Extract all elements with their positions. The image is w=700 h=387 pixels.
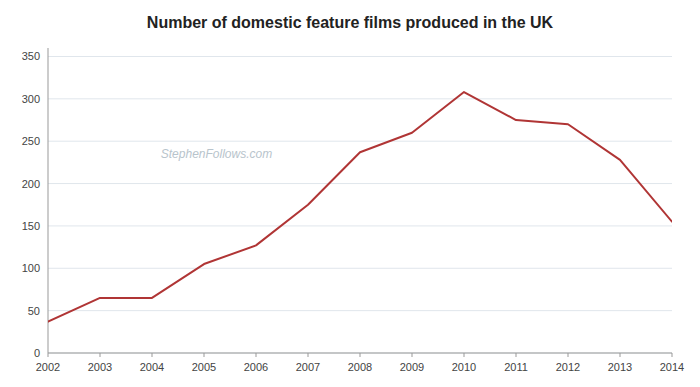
x-tick-label: 2014 — [660, 361, 684, 373]
chart-container: Number of domestic feature films produce… — [0, 0, 700, 387]
x-tick — [100, 353, 101, 357]
x-tick — [568, 353, 569, 357]
x-tick-label: 2008 — [348, 361, 372, 373]
y-tick-label: 100 — [22, 262, 40, 274]
grid-line — [48, 310, 672, 311]
x-tick — [152, 353, 153, 357]
title: Number of domestic feature films produce… — [147, 14, 554, 31]
x-tick-label: 2010 — [452, 361, 476, 373]
grid-line — [48, 56, 672, 57]
x-tick — [464, 353, 465, 357]
y-tick-label: 0 — [34, 347, 40, 359]
x-tick-label: 2004 — [140, 361, 164, 373]
x-tick-label: 2013 — [608, 361, 632, 373]
y-axis-line — [48, 48, 49, 353]
y-grid — [48, 56, 672, 353]
plot-area — [48, 92, 672, 322]
x-tick — [48, 353, 49, 357]
grid-line — [48, 225, 672, 226]
x-tick — [672, 353, 673, 357]
y-tick-label: 150 — [22, 220, 40, 232]
chart-svg: Number of domestic feature films produce… — [0, 0, 700, 387]
x-tick-label: 2002 — [36, 361, 60, 373]
x-tick-label: 2006 — [244, 361, 268, 373]
grid-line — [48, 98, 672, 99]
grid-line — [48, 183, 672, 184]
data-line — [48, 92, 672, 322]
y-tick-label: 250 — [22, 135, 40, 147]
y-tick-label: 50 — [28, 305, 40, 317]
x-tick-label: 2009 — [400, 361, 424, 373]
x-tick — [620, 353, 621, 357]
x-tick — [204, 353, 205, 357]
x-tick — [308, 353, 309, 357]
x-tick-label: 2003 — [88, 361, 112, 373]
x-tick — [412, 353, 413, 357]
background — [0, 0, 700, 387]
y-tick-label: 300 — [22, 93, 40, 105]
watermark: StephenFollows.com — [161, 147, 272, 161]
x-tick — [516, 353, 517, 357]
grid-line — [48, 268, 672, 269]
y-tick-label: 350 — [22, 50, 40, 62]
x-tick-label: 2011 — [504, 361, 528, 373]
y-tick-label: 200 — [22, 178, 40, 190]
x-tick-label: 2007 — [296, 361, 320, 373]
x-tick-label: 2012 — [556, 361, 580, 373]
x-tick — [256, 353, 257, 357]
x-tick — [360, 353, 361, 357]
x-tick-label: 2005 — [192, 361, 216, 373]
grid-line — [48, 141, 672, 142]
